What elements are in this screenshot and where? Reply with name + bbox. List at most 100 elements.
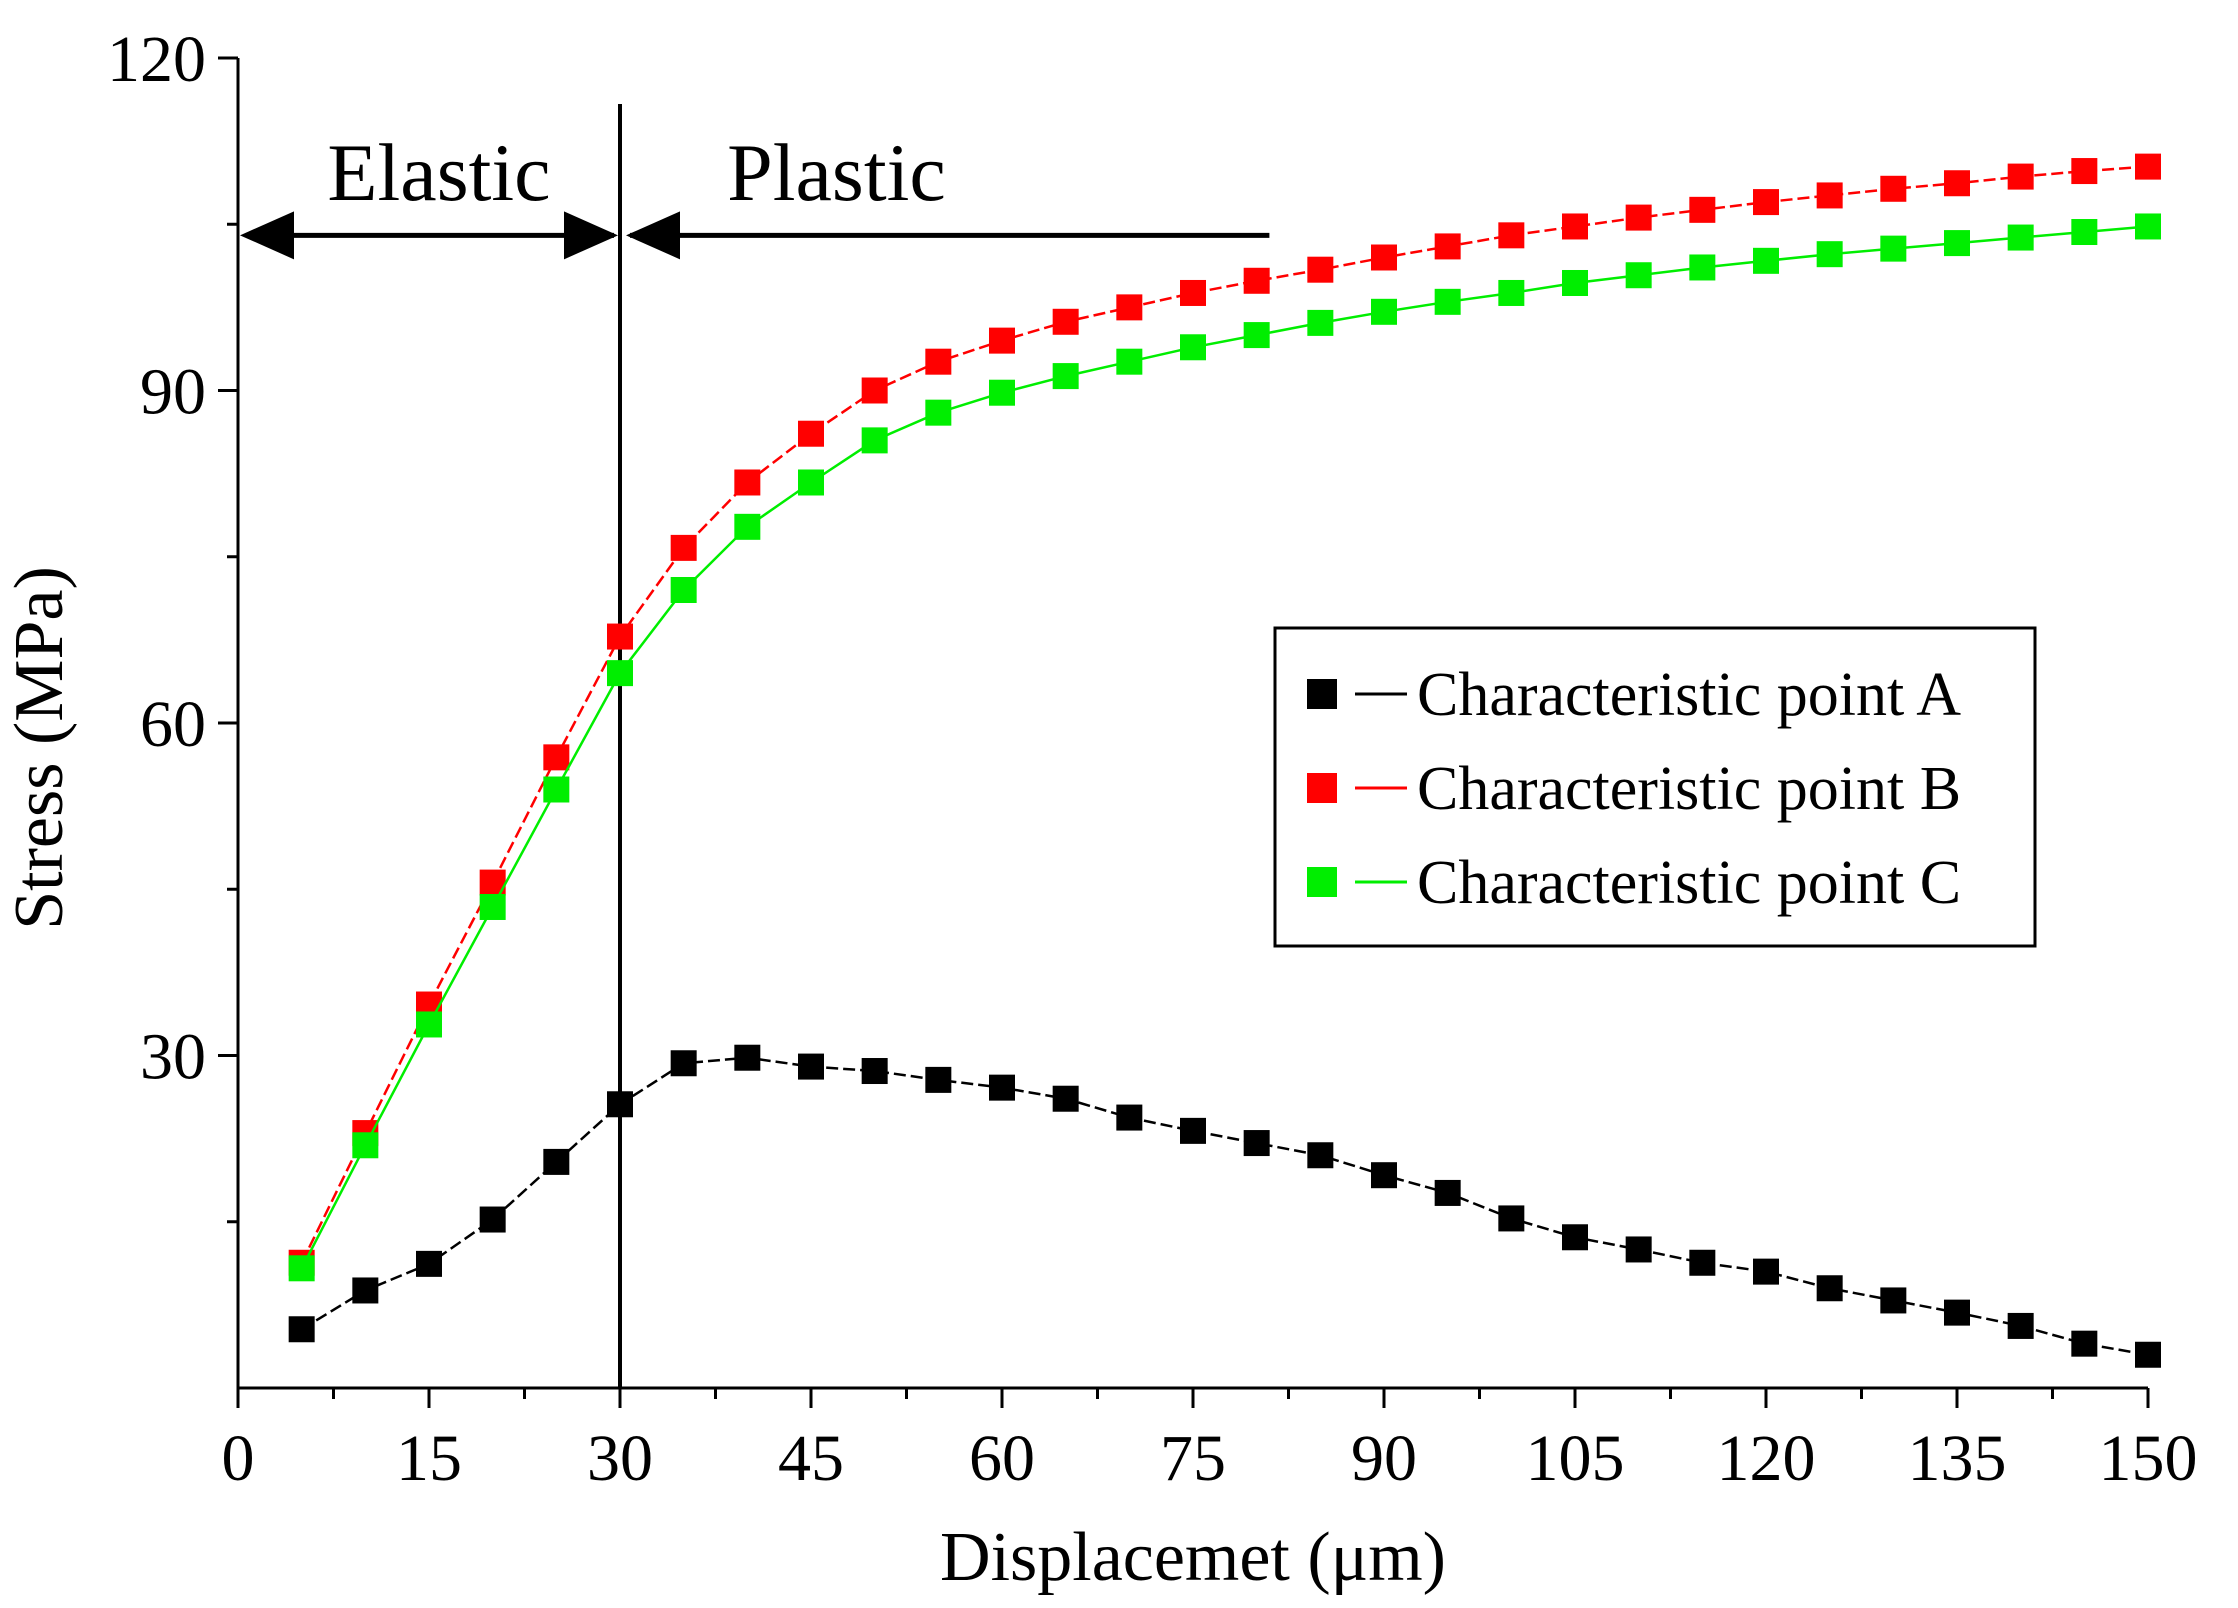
data-point-marker (2007, 224, 2034, 251)
legend-label: Characteristic point C (1417, 849, 1961, 917)
data-point-marker (288, 1255, 315, 1282)
data-point-marker (1498, 222, 1525, 249)
data-point-marker (798, 1053, 824, 1080)
data-point-marker (1116, 294, 1143, 321)
series-group (288, 153, 2161, 1368)
x-tick-label: 75 (1160, 1422, 1226, 1495)
x-tick-label: 0 (222, 1422, 255, 1495)
data-point-marker (925, 1066, 952, 1093)
y-tick-label: 30 (140, 1021, 206, 1094)
data-point-marker (479, 893, 506, 920)
data-point-marker (2007, 163, 2034, 190)
legend: Characteristic point A Characteristic poi… (1273, 626, 2037, 948)
y-tick-label: 120 (107, 23, 206, 96)
data-point-marker (1625, 1236, 1652, 1263)
x-tick-label: 30 (587, 1422, 653, 1495)
data-point-marker (2007, 1312, 2034, 1339)
data-point-marker (1689, 1249, 1716, 1276)
data-point-marker (1498, 1205, 1525, 1232)
x-tick-label: 90 (1351, 1422, 1417, 1495)
data-point-marker (1307, 309, 1334, 336)
data-point-marker (1434, 1179, 1461, 1206)
data-point-marker (1180, 334, 1206, 361)
y-tick-label: 90 (140, 356, 206, 429)
data-point-marker (734, 1044, 761, 1071)
data-point-marker (1753, 189, 1779, 216)
legend-label: Characteristic point B (1417, 755, 1961, 823)
data-point-marker (416, 1011, 442, 1038)
data-point-marker (925, 348, 952, 375)
data-point-marker (1371, 244, 1397, 271)
data-point-marker (1307, 256, 1334, 283)
x-tick-label: 120 (1717, 1422, 1816, 1495)
data-point-marker (1689, 196, 1716, 223)
legend-label: Characteristic point A (1417, 661, 1961, 729)
data-point-marker (1116, 348, 1143, 375)
legend-marker (1307, 867, 1337, 897)
data-point-marker (1243, 267, 1270, 294)
elastic-arrow-left-head (240, 211, 294, 260)
data-point-marker (1180, 1117, 1206, 1144)
x-tick-label: 15 (396, 1422, 462, 1495)
data-point-marker (607, 660, 633, 687)
data-point-marker (1052, 308, 1079, 335)
x-tick-label: 45 (778, 1422, 844, 1495)
data-point-marker (734, 469, 761, 496)
data-point-marker (1880, 175, 1907, 202)
data-point-marker (989, 379, 1015, 406)
data-point-marker (1434, 233, 1461, 260)
data-point-marker (670, 1050, 697, 1077)
data-point-marker (734, 513, 761, 540)
data-point-marker (352, 1277, 379, 1304)
data-point-marker (2135, 1341, 2161, 1368)
data-point-marker (1944, 1299, 1970, 1326)
x-tick-label: 105 (1526, 1422, 1625, 1495)
data-point-marker (670, 534, 697, 561)
data-point-marker (607, 623, 633, 650)
data-point-marker (1816, 1275, 1843, 1302)
data-point-marker (1753, 1258, 1779, 1285)
data-point-marker (1753, 247, 1779, 274)
data-point-marker (1562, 213, 1588, 240)
data-point-marker (1816, 241, 1843, 268)
data-point-marker (1371, 1162, 1397, 1189)
data-point-marker (1052, 1085, 1079, 1112)
region-annotations: Elastic Plastic (240, 104, 1270, 1388)
data-point-marker (989, 1074, 1015, 1101)
data-point-marker (925, 399, 952, 426)
data-point-marker (670, 577, 697, 603)
data-point-marker (798, 469, 824, 496)
data-point-marker (861, 427, 888, 454)
legend-marker (1307, 773, 1337, 803)
data-point-marker (1116, 1104, 1143, 1131)
data-point-marker (1689, 254, 1716, 281)
data-point-marker (607, 1091, 633, 1118)
x-axis-title: Displacemet (μm) (940, 1519, 1446, 1596)
axis-ticks: 0 15 30 45 60 75 90 105 120 135 150 30 60 90 120 (107, 23, 2198, 1495)
y-tick-label: 60 (140, 688, 206, 761)
data-point-marker (1562, 269, 1588, 296)
data-point-marker (861, 377, 888, 404)
series-line (301, 1056, 2149, 1357)
data-point-marker (1307, 1142, 1334, 1169)
data-point-marker (2071, 219, 2098, 246)
data-point-marker (1625, 204, 1652, 231)
data-point-marker (352, 1132, 379, 1159)
elastic-region-label: Elastic (327, 127, 550, 218)
plastic-region-label: Plastic (727, 127, 946, 218)
data-point-marker (1498, 279, 1525, 306)
x-tick-label: 60 (969, 1422, 1035, 1495)
series-characteristic-point-a (288, 1044, 2161, 1368)
data-point-marker (798, 420, 824, 447)
x-tick-label: 150 (2099, 1422, 2198, 1495)
x-tick-label: 135 (1908, 1422, 2007, 1495)
data-point-marker (1880, 235, 1907, 262)
data-point-marker (416, 1250, 442, 1277)
data-point-marker (1243, 322, 1270, 349)
data-point-marker (543, 1148, 570, 1175)
data-point-marker (1944, 230, 1970, 257)
legend-marker (1307, 679, 1337, 709)
data-point-marker (1562, 1224, 1588, 1251)
data-point-marker (1052, 363, 1079, 390)
